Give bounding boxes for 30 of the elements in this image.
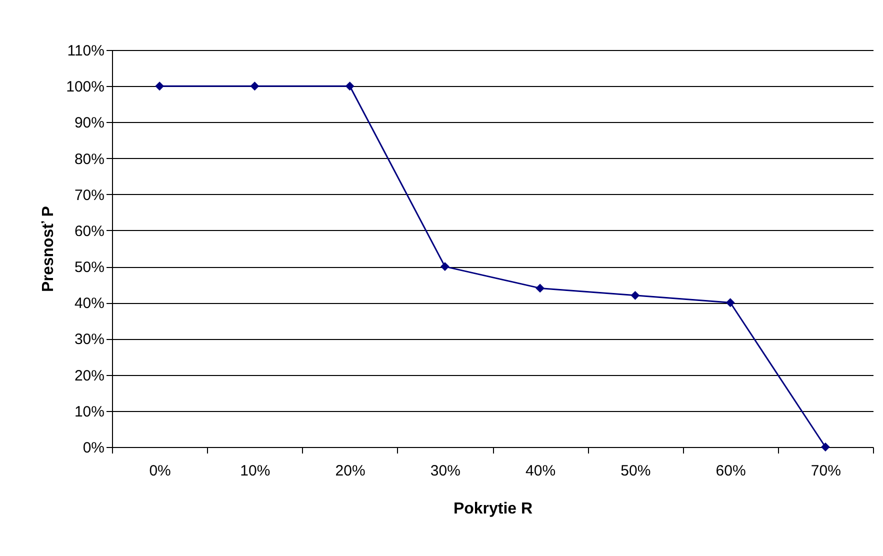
y-tick-label: 40% <box>74 295 104 312</box>
x-tick-label: 60% <box>716 462 746 480</box>
y-tick-label: 0% <box>82 440 104 456</box>
y-tick-label: 80% <box>74 150 104 168</box>
y-axis-title: Presnosť P <box>40 206 58 292</box>
y-tick-label: 100% <box>66 78 104 96</box>
point <box>820 442 830 452</box>
x-tick-label: 40% <box>526 462 556 480</box>
point <box>536 284 545 293</box>
y-tick-label: 70% <box>74 186 104 204</box>
y-tick-label: 10% <box>74 403 104 420</box>
point <box>440 262 450 272</box>
y-tick-label: 20% <box>74 367 104 384</box>
y-tick-label: 60% <box>74 222 104 240</box>
x-tick-label: 50% <box>620 462 651 480</box>
y-tick-label: 30% <box>74 331 104 348</box>
y-tick-label: 50% <box>74 259 104 276</box>
point <box>726 298 735 308</box>
x-tick-label: 10% <box>240 462 270 480</box>
y-tick-label: 90% <box>74 114 104 132</box>
point <box>250 82 260 91</box>
x-tick-label: 70% <box>810 462 841 480</box>
x-tick-label: 20% <box>335 462 366 480</box>
x-tick-label: 0% <box>149 462 171 480</box>
point <box>345 82 354 91</box>
y-tick-label: 110% <box>67 42 104 60</box>
x-axis-title: Pokrytie R <box>453 500 534 518</box>
point <box>155 82 164 91</box>
point <box>630 290 640 300</box>
x-tick-label: 30% <box>430 462 460 480</box>
